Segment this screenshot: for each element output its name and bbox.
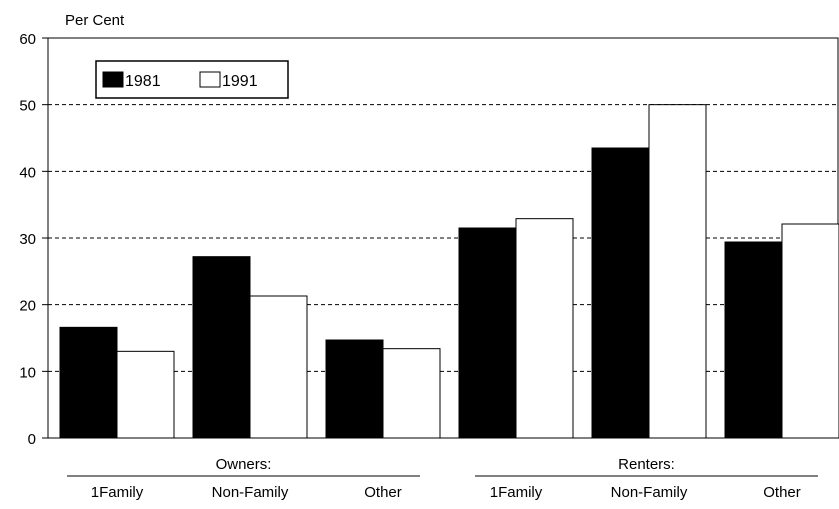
legend-swatch <box>102 71 124 88</box>
y-tick-label: 60 <box>19 31 36 48</box>
y-tick-label: 0 <box>28 431 36 448</box>
x-tick-label: Non-Family <box>611 484 688 501</box>
bar-1991-0 <box>116 350 175 439</box>
bar-1981-5 <box>724 241 783 439</box>
bar-1981-0 <box>59 326 118 439</box>
x-tick-label: Other <box>364 484 402 501</box>
bar-1981-4 <box>591 147 650 439</box>
x-tick-label: Other <box>763 484 801 501</box>
y-tick-label: 10 <box>19 364 36 381</box>
bar-1991-2 <box>382 348 441 439</box>
legend-label: 1981 <box>125 73 161 90</box>
legend-swatch <box>199 71 221 88</box>
bar-1991-5 <box>781 223 839 439</box>
y-tick-label: 50 <box>19 98 36 115</box>
group-label: Renters: <box>618 456 675 473</box>
legend-label: 1991 <box>222 73 258 90</box>
bar-1981-2 <box>325 339 384 439</box>
bar-1981-1 <box>192 256 251 439</box>
y-tick-label: 30 <box>19 231 36 248</box>
x-tick-label: 1Family <box>490 484 543 501</box>
x-tick-label: Non-Family <box>212 484 289 501</box>
y-tick-label: 40 <box>19 164 36 181</box>
bar-1991-4 <box>648 104 707 439</box>
bar-1991-1 <box>249 295 308 439</box>
bar-1991-3 <box>515 218 574 439</box>
y-axis-label: Per Cent <box>65 12 125 29</box>
bar-1981-3 <box>458 227 517 439</box>
y-tick-label: 20 <box>19 298 36 315</box>
group-label: Owners: <box>216 456 272 473</box>
legend-box <box>95 60 289 99</box>
x-tick-label: 1Family <box>91 484 144 501</box>
